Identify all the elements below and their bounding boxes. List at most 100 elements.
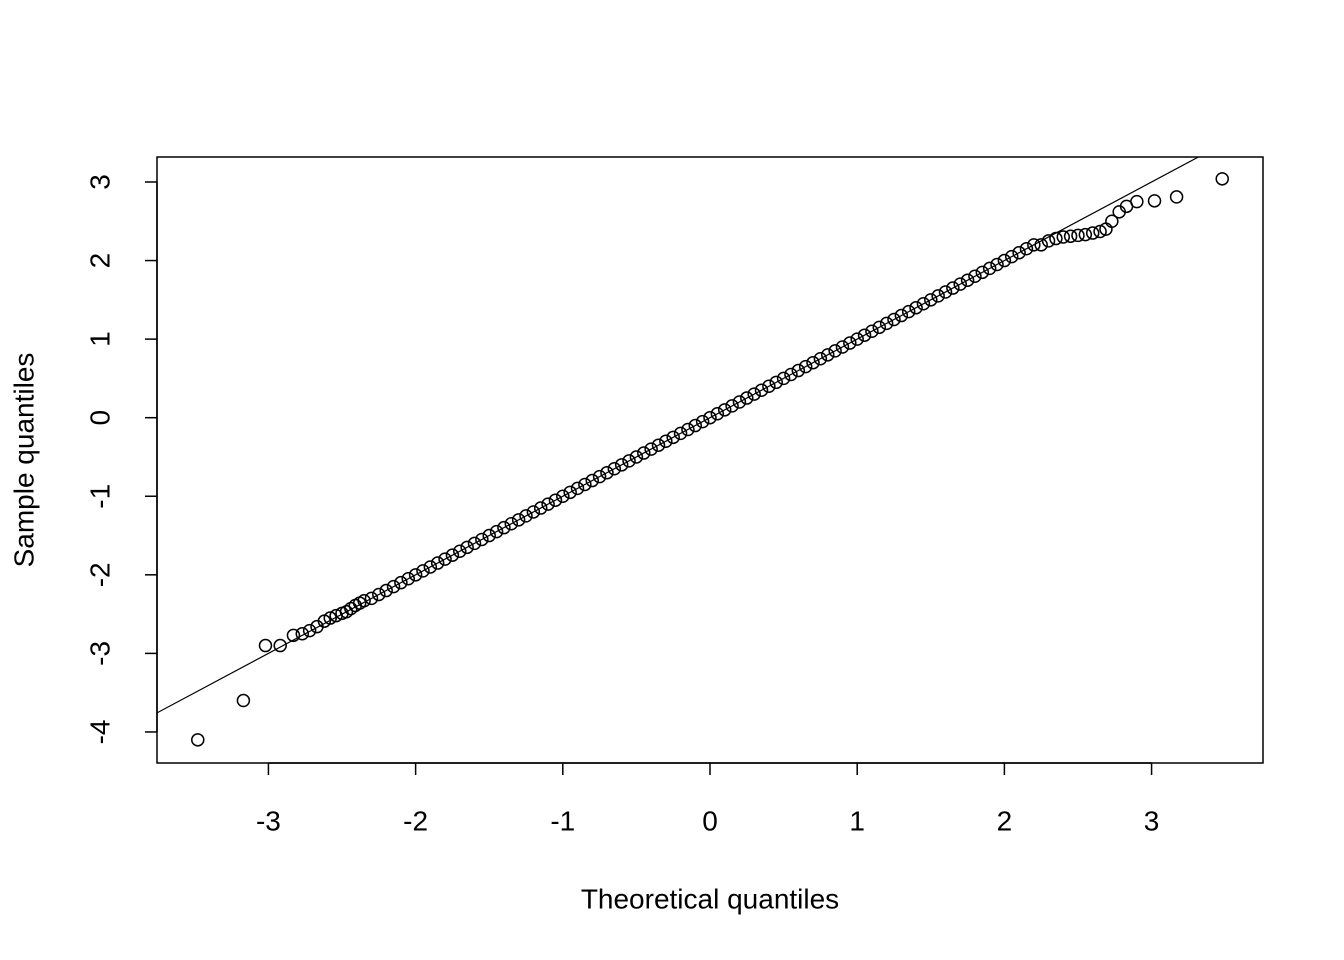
- point: [703, 410, 717, 425]
- point: [526, 505, 541, 519]
- point: [1085, 226, 1100, 240]
- point: [533, 501, 548, 515]
- point: [394, 575, 408, 590]
- x-tick-label: -2: [403, 805, 428, 836]
- x-axis-title: Theoretical quantiles: [581, 883, 839, 914]
- point: [828, 344, 842, 358]
- point: [236, 693, 251, 708]
- point: [798, 359, 813, 374]
- point: [659, 434, 673, 449]
- point: [1071, 228, 1085, 243]
- point: [732, 395, 747, 409]
- point: [879, 316, 894, 331]
- x-tick-label: 3: [1144, 805, 1160, 836]
- point: [769, 375, 783, 390]
- point: [460, 540, 474, 555]
- point: [467, 536, 482, 551]
- point: [430, 556, 445, 570]
- point: [946, 281, 960, 295]
- point: [386, 579, 401, 594]
- point: [776, 371, 791, 386]
- point: [1147, 194, 1162, 208]
- point: [423, 560, 438, 574]
- point: [872, 320, 887, 335]
- point: [497, 520, 511, 535]
- point: [511, 513, 526, 527]
- point: [1027, 238, 1041, 252]
- x-tick-label: -3: [256, 805, 281, 836]
- point: [1034, 238, 1048, 252]
- y-tick-label: 3: [84, 174, 115, 190]
- point: [1019, 242, 1034, 256]
- point: [302, 623, 317, 638]
- point: [865, 324, 879, 339]
- point: [916, 297, 931, 311]
- point: [717, 403, 732, 417]
- point: [997, 253, 1012, 268]
- point: [644, 442, 658, 456]
- point: [438, 552, 452, 566]
- point: [754, 383, 769, 397]
- x-tick-label: 1: [849, 805, 865, 836]
- point: [295, 627, 310, 641]
- point: [982, 261, 997, 276]
- point: [953, 277, 967, 291]
- point: [1041, 234, 1056, 248]
- point: [835, 340, 850, 354]
- point: [990, 257, 1004, 272]
- point: [489, 524, 504, 539]
- point: [364, 591, 379, 606]
- y-tick-label: -2: [84, 562, 115, 587]
- point: [519, 509, 533, 523]
- point: [725, 399, 739, 413]
- point: [931, 289, 945, 303]
- point: [191, 733, 205, 747]
- y-tick-label: 0: [84, 410, 115, 426]
- point: [453, 544, 467, 559]
- point: [372, 587, 386, 602]
- point: [813, 352, 828, 366]
- point: [629, 450, 644, 464]
- point: [821, 348, 835, 362]
- point: [1105, 214, 1119, 229]
- point: [570, 481, 585, 496]
- point: [482, 528, 496, 543]
- x-tick-label: -1: [550, 805, 575, 836]
- point: [747, 387, 761, 401]
- point: [548, 493, 563, 507]
- point: [894, 308, 909, 323]
- point: [1169, 190, 1184, 204]
- point: [416, 564, 430, 578]
- point: [563, 485, 577, 500]
- point: [1049, 231, 1063, 246]
- point: [681, 422, 695, 437]
- point: [1093, 224, 1107, 239]
- point: [1215, 172, 1229, 186]
- x-tick-label: 0: [702, 805, 718, 836]
- point: [1056, 230, 1071, 244]
- point: [857, 328, 872, 342]
- point: [762, 379, 776, 394]
- point: [1130, 194, 1144, 209]
- point: [408, 568, 423, 582]
- point: [637, 446, 651, 460]
- y-axis-title: Sample quantiles: [8, 353, 39, 568]
- point: [710, 407, 725, 421]
- point: [607, 462, 622, 476]
- point: [1012, 245, 1026, 260]
- point: [740, 391, 754, 405]
- point: [960, 273, 975, 287]
- point: [600, 465, 614, 480]
- point: [556, 489, 570, 504]
- point: [445, 548, 460, 562]
- y-tick-label: -3: [84, 641, 115, 666]
- point: [1004, 249, 1019, 264]
- point: [843, 336, 857, 350]
- x-tick-label: 2: [997, 805, 1013, 836]
- y-tick-label: -1: [84, 484, 115, 509]
- point: [273, 638, 287, 653]
- point: [806, 355, 820, 370]
- point: [258, 638, 273, 653]
- point: [938, 285, 953, 299]
